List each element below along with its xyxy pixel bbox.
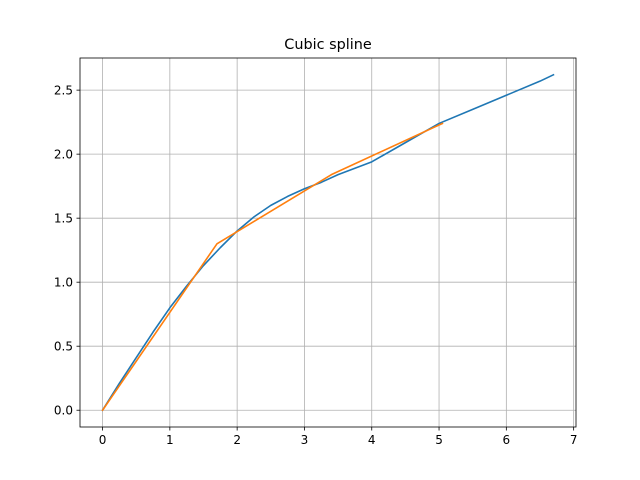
plot-area-frame bbox=[79, 57, 577, 428]
series-line-2 bbox=[101, 122, 444, 412]
y-tick-label: 0.0 bbox=[54, 404, 73, 418]
y-tick-label: 2.0 bbox=[54, 148, 73, 162]
y-axis: 0.0 0.5 1.0 1.5 2.0 2.5 bbox=[54, 84, 80, 418]
y-tick-label: 2.5 bbox=[54, 84, 73, 98]
x-axis: 0 1 2 3 4 5 6 7 bbox=[99, 427, 578, 447]
grid bbox=[80, 58, 576, 427]
x-tick-label: 3 bbox=[301, 433, 309, 447]
chart-title: Cubic spline bbox=[284, 37, 372, 53]
x-tick-label: 1 bbox=[166, 433, 174, 447]
x-tick-label: 5 bbox=[435, 433, 443, 447]
x-tick-label: 6 bbox=[503, 433, 511, 447]
y-tick-label: 1.0 bbox=[54, 276, 73, 290]
x-tick-label: 7 bbox=[570, 433, 578, 447]
x-tick-label: 4 bbox=[368, 433, 376, 447]
y-tick-label: 0.5 bbox=[54, 340, 73, 354]
series-line-1 bbox=[101, 73, 555, 412]
plot-lines bbox=[101, 73, 555, 412]
x-tick-label: 0 bbox=[99, 433, 107, 447]
y-tick-label: 1.5 bbox=[54, 212, 73, 226]
x-tick-label: 2 bbox=[233, 433, 241, 447]
